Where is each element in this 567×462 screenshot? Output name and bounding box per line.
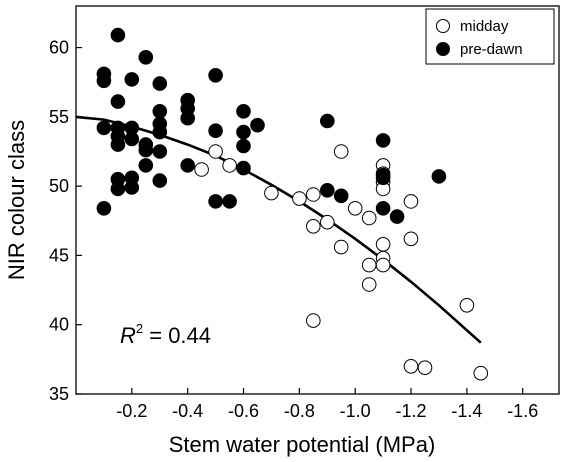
y-tick-label: 45: [49, 245, 69, 265]
pre-dawn-point: [110, 137, 126, 152]
midday-point: [417, 360, 433, 376]
pre-dawn-point: [138, 50, 154, 65]
pre-dawn-point: [236, 104, 251, 119]
midday-point: [306, 313, 321, 328]
midday-point: [403, 359, 419, 374]
midday-point: [222, 158, 237, 173]
pre-dawn-point: [222, 194, 237, 209]
midday-point: [264, 185, 279, 201]
legend-box: [425, 8, 555, 65]
r-squared-annotation: R2 = 0.44: [120, 321, 211, 348]
x-tick-label: -0.2: [116, 401, 147, 421]
y-tick-label: 60: [49, 38, 69, 58]
x-tick-label: -0.8: [284, 401, 315, 421]
midday-point: [403, 194, 419, 209]
pre-dawn-point: [110, 27, 126, 43]
legend-marker-midday: [436, 19, 450, 33]
midday-point: [361, 257, 377, 273]
pre-dawn-point: [96, 201, 112, 216]
r-value: = 0.44: [143, 323, 211, 348]
legend-label-midday: midday: [460, 18, 509, 35]
midday-point: [361, 277, 377, 292]
data-points-layer: [96, 27, 489, 381]
legend-marker-pre-dawn: [436, 42, 450, 56]
midday-point: [403, 231, 419, 247]
y-tick-label: 35: [49, 384, 69, 404]
pre-dawn-point: [333, 188, 349, 204]
pre-dawn-point: [236, 160, 251, 176]
x-axis-title: Stem water potential (MPa): [169, 432, 436, 457]
pre-dawn-point: [152, 104, 168, 119]
midday-point: [473, 365, 489, 381]
pre-dawn-point: [96, 120, 112, 136]
x-tick-label: -0.6: [228, 401, 259, 421]
pre-dawn-point: [138, 158, 154, 173]
midday-point: [333, 239, 349, 255]
x-tick-label: -0.4: [172, 401, 203, 421]
x-tick-label: -1.4: [451, 401, 482, 421]
fit-curve: [75, 115, 482, 344]
midday-point: [375, 237, 391, 252]
pre-dawn-point: [389, 209, 405, 224]
r-superscript: 2: [136, 321, 143, 336]
midday-point: [194, 162, 209, 177]
y-axis-title: NIR colour class: [4, 120, 29, 280]
x-tick-label: -1.6: [507, 401, 538, 421]
pre-dawn-point: [124, 131, 140, 147]
pre-dawn-point: [152, 76, 168, 91]
y-tick-label: 40: [49, 315, 69, 335]
pre-dawn-point: [236, 138, 251, 154]
pre-dawn-point: [180, 110, 195, 126]
pre-dawn-point: [110, 181, 126, 197]
pre-dawn-point: [375, 201, 391, 216]
pre-dawn-point: [138, 142, 154, 158]
midday-point: [306, 187, 321, 202]
pre-dawn-point: [124, 180, 140, 195]
r-label: R: [120, 323, 136, 348]
pre-dawn-point: [320, 183, 335, 198]
pre-dawn-point: [375, 170, 391, 186]
plot-frame: [75, 5, 560, 395]
pre-dawn-point: [110, 94, 126, 109]
pre-dawn-point: [124, 72, 140, 87]
pre-dawn-point: [250, 117, 265, 133]
pre-dawn-point: [152, 144, 168, 159]
pre-dawn-point: [208, 68, 223, 83]
fit-curve-layer: [75, 115, 482, 344]
y-tick-label: 50: [49, 176, 69, 196]
pre-dawn-point: [96, 73, 112, 89]
axes-layer: -0.2 -0.4 -0.6 -0.8 -1.0 -1.2 -1.4 -1.6 35 40 45 50…: [49, 38, 538, 421]
pre-dawn-point: [375, 133, 391, 148]
pre-dawn-point: [208, 194, 223, 209]
midday-point: [306, 219, 321, 234]
pre-dawn-point: [180, 158, 195, 173]
midday-point: [347, 201, 363, 216]
midday-point: [208, 144, 223, 159]
pre-dawn-point: [152, 173, 168, 188]
midday-point: [320, 214, 335, 230]
x-tick-label: -1.2: [396, 401, 427, 421]
midday-point: [333, 144, 349, 159]
pre-dawn-point: [431, 169, 447, 184]
x-tick-label: -1.0: [340, 401, 371, 421]
midday-point: [361, 210, 377, 226]
legend-label-pre-dawn: pre-dawn: [460, 41, 523, 58]
y-tick-label: 55: [49, 107, 69, 127]
midday-point: [375, 257, 391, 273]
pre-dawn-point: [236, 124, 251, 140]
midday-point: [459, 298, 475, 313]
midday-point: [292, 191, 307, 206]
pre-dawn-point: [208, 123, 223, 138]
pre-dawn-point: [320, 113, 335, 129]
pre-dawn-point: [152, 124, 168, 140]
legend: midday pre-dawn: [425, 8, 555, 65]
